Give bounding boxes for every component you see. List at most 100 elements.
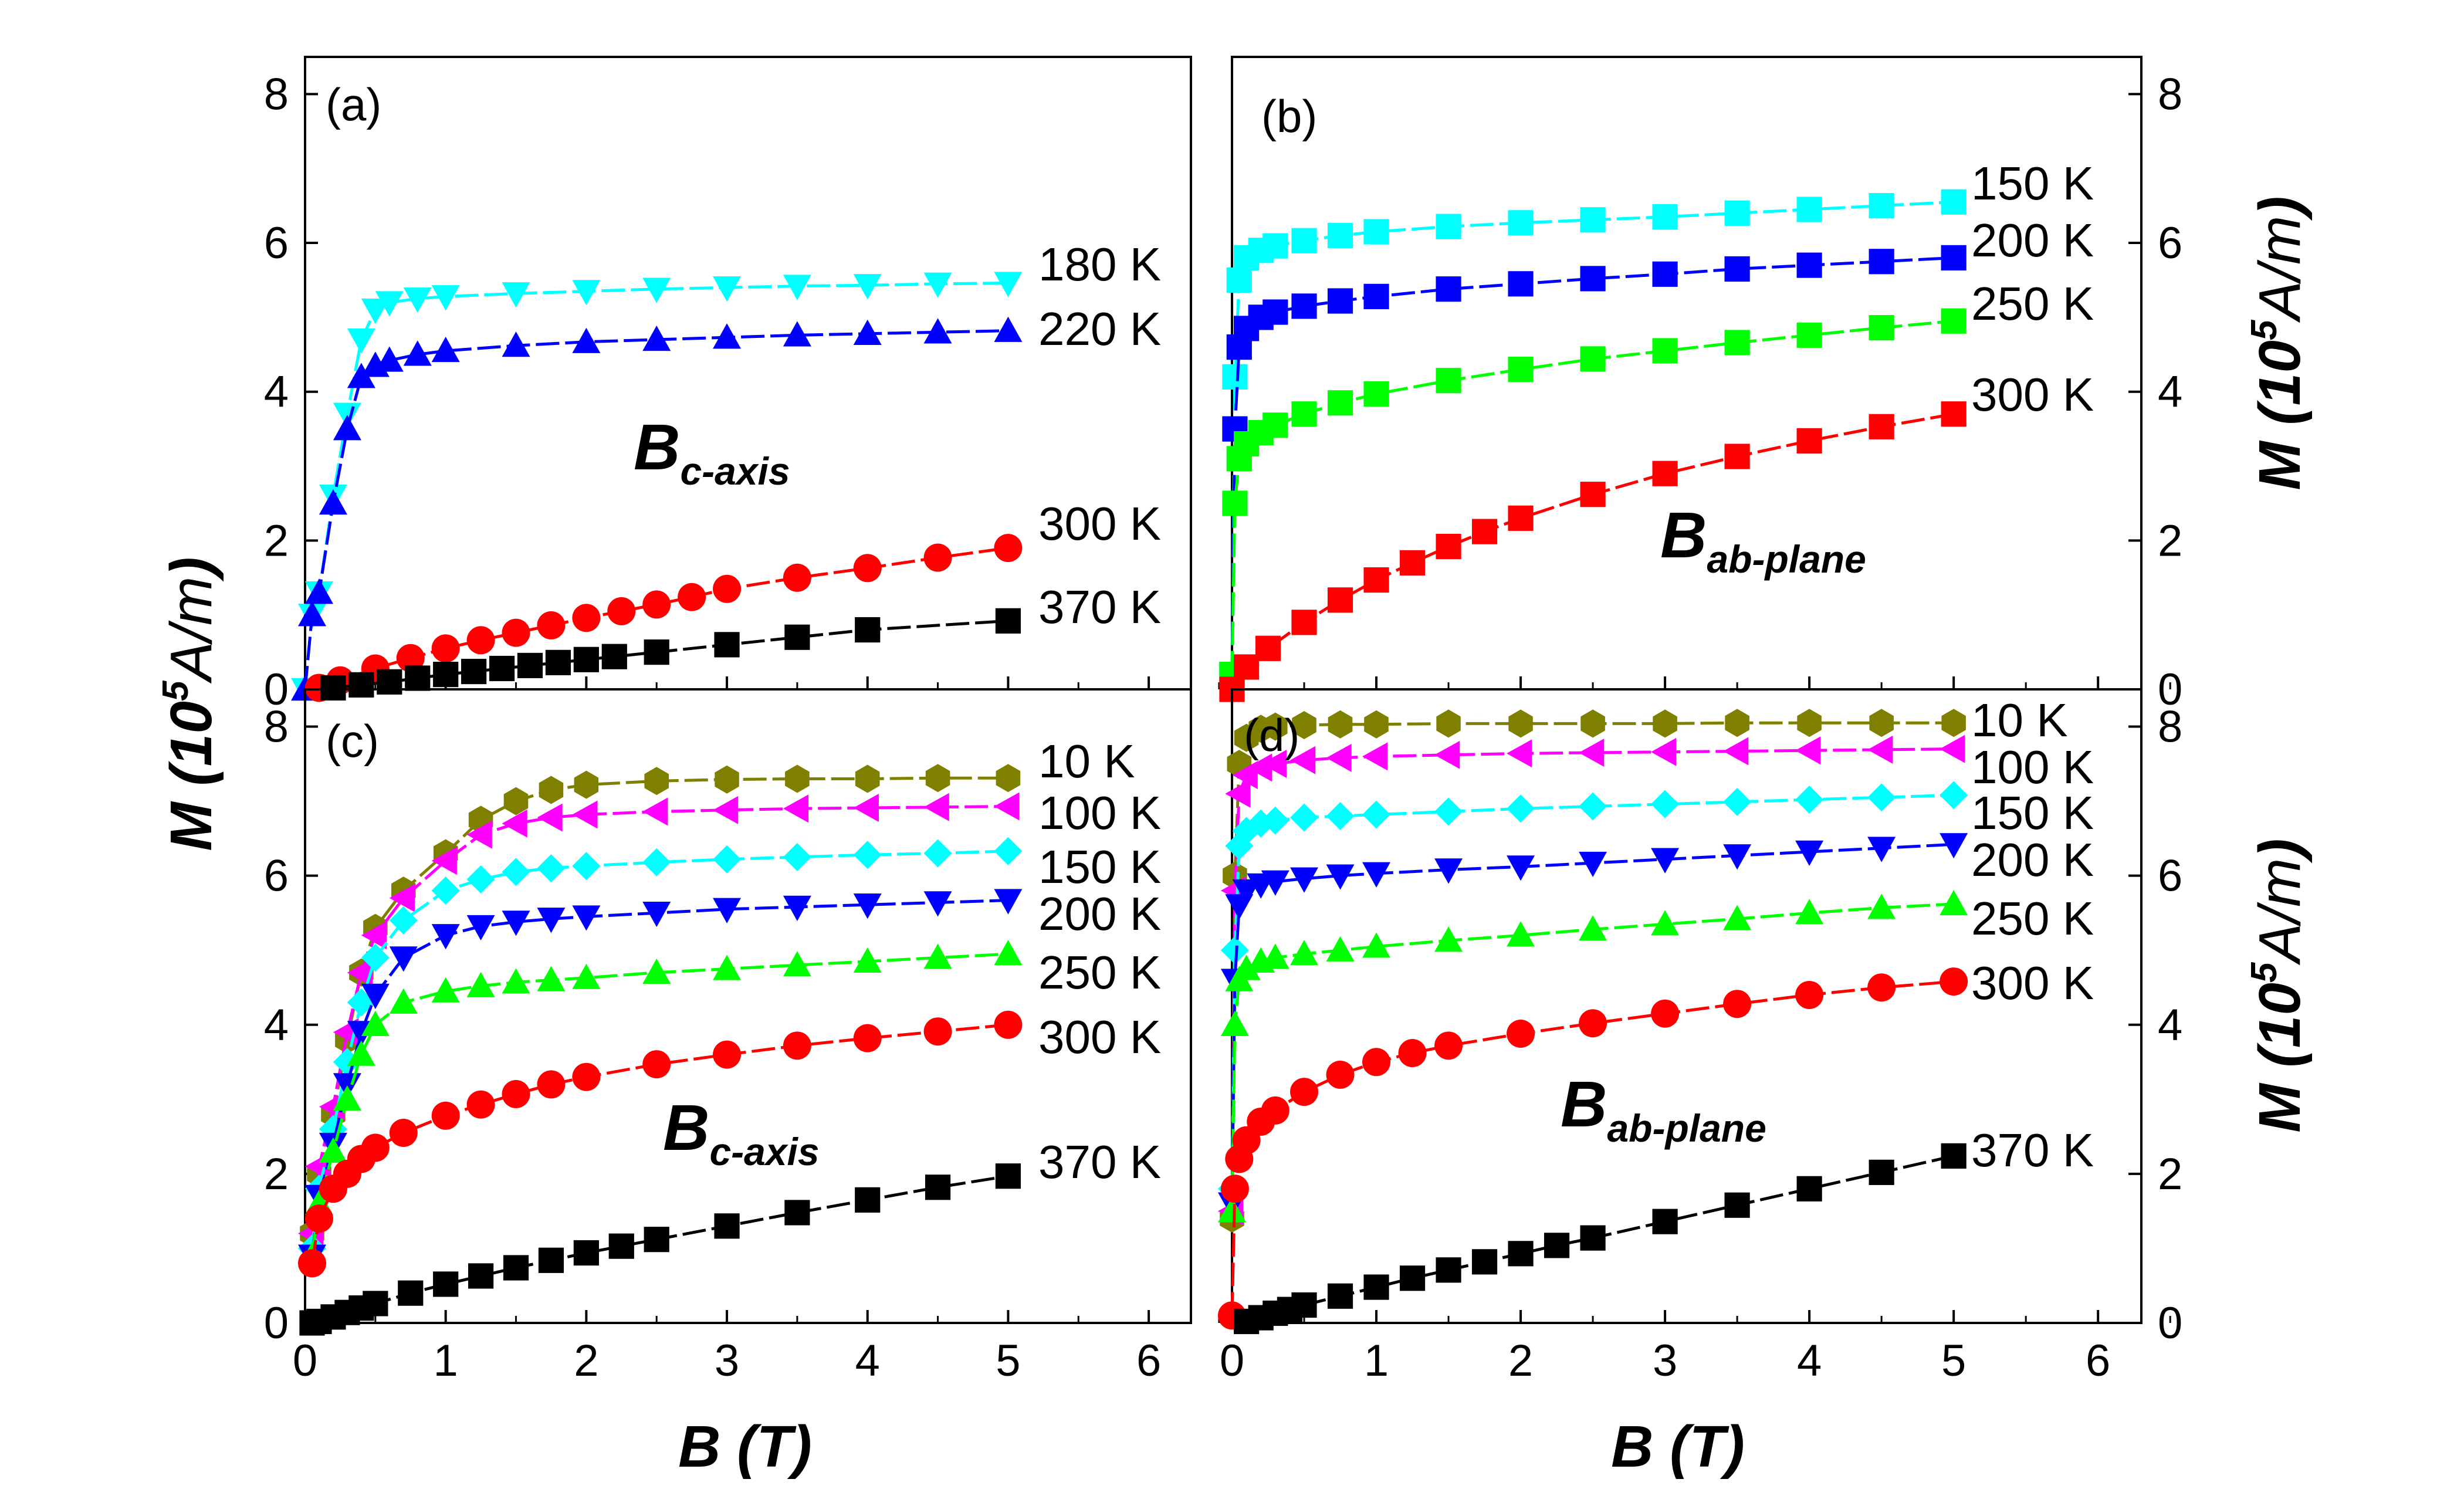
data-point-diamond bbox=[783, 842, 811, 871]
data-point-circle bbox=[642, 1050, 671, 1079]
data-point-square bbox=[855, 617, 881, 643]
annotation-main: B bbox=[1660, 499, 1707, 571]
data-point-triangle-left bbox=[1867, 735, 1893, 764]
data-point-triangle-down bbox=[642, 277, 671, 303]
data-point-square bbox=[1363, 219, 1389, 245]
y-tick-label: 6 bbox=[264, 218, 289, 268]
data-point-circle bbox=[466, 626, 495, 655]
data-point-triangle-left bbox=[502, 809, 527, 838]
data-point-circle bbox=[396, 644, 425, 672]
data-point-square bbox=[1796, 252, 1822, 278]
data-point-square bbox=[1652, 261, 1678, 287]
series-line bbox=[1230, 412, 1954, 691]
data-point-square bbox=[1941, 189, 1967, 215]
data-point-square bbox=[784, 624, 810, 650]
data-point-circle bbox=[678, 583, 706, 611]
data-point-triangle-up bbox=[1218, 1197, 1246, 1223]
x-tick-label: 2 bbox=[574, 1336, 598, 1386]
data-point-triangle-up bbox=[994, 940, 1023, 966]
series-label: 300 K bbox=[1971, 368, 2094, 421]
data-point-circle bbox=[572, 604, 601, 632]
data-point-square bbox=[1399, 1265, 1426, 1291]
data-point-circle bbox=[1326, 1060, 1355, 1089]
data-point-square bbox=[468, 1263, 494, 1289]
data-point-diamond bbox=[853, 841, 882, 869]
series-label: 10 K bbox=[1038, 735, 1135, 787]
data-point-triangle-up bbox=[361, 1010, 390, 1036]
series-label: 250 K bbox=[1038, 946, 1161, 999]
data-point-circle bbox=[297, 1249, 326, 1278]
x-tick-label: 4 bbox=[855, 1336, 880, 1386]
data-point-triangle-down bbox=[783, 275, 811, 300]
data-point-diamond bbox=[1579, 792, 1607, 821]
data-point-triangle-down bbox=[431, 285, 460, 311]
data-point-triangle-left bbox=[853, 794, 879, 823]
annotation-main: B bbox=[663, 1092, 709, 1164]
data-point-triangle-down bbox=[853, 893, 882, 919]
field-annotation: Bc-axis bbox=[634, 411, 790, 493]
y-tick-label: 6 bbox=[2158, 218, 2182, 268]
series-150k bbox=[1218, 781, 1968, 1203]
y-tick-label: 8 bbox=[264, 702, 289, 752]
data-point-hexagon bbox=[1292, 711, 1316, 739]
data-point-triangle-down bbox=[1579, 851, 1607, 878]
series-370k bbox=[299, 1163, 1021, 1336]
series-label: 370 K bbox=[1971, 1124, 2094, 1176]
series-line bbox=[310, 899, 1008, 1256]
series-370k bbox=[320, 608, 1021, 701]
data-point-triangle-left bbox=[389, 884, 415, 912]
data-point-square bbox=[1869, 414, 1894, 439]
data-point-diamond bbox=[713, 845, 742, 874]
data-point-triangle-left bbox=[1507, 739, 1532, 768]
data-point-diamond bbox=[537, 854, 566, 882]
data-point-diamond bbox=[572, 852, 601, 881]
data-point-triangle-down bbox=[1651, 848, 1680, 874]
series-line bbox=[333, 619, 1008, 689]
data-point-diamond bbox=[466, 865, 495, 893]
x-tick-label: 3 bbox=[1653, 1336, 1677, 1386]
data-point-triangle-up bbox=[537, 966, 566, 991]
data-point-hexagon bbox=[503, 787, 529, 815]
data-point-triangle-up bbox=[1232, 955, 1261, 980]
data-point-square bbox=[1941, 1143, 1967, 1169]
series-line bbox=[310, 952, 1008, 1256]
y-tick-label: 2 bbox=[264, 1149, 289, 1199]
x-axis-label-left: B (T) bbox=[678, 1414, 812, 1480]
data-point-square bbox=[1724, 444, 1750, 469]
data-point-triangle-up bbox=[431, 977, 460, 1003]
y-axis-label-right-bottom: M (105A/m) bbox=[2244, 838, 2313, 1132]
data-point-triangle-up bbox=[1362, 932, 1391, 958]
data-point-triangle-up bbox=[1507, 921, 1535, 947]
data-point-triangle-up bbox=[1261, 943, 1289, 969]
data-point-hexagon bbox=[1869, 709, 1894, 737]
data-point-square bbox=[1255, 635, 1281, 661]
data-point-triangle-down bbox=[361, 299, 390, 324]
data-point-square bbox=[433, 1271, 459, 1297]
data-point-triangle-up bbox=[319, 489, 347, 515]
series-line bbox=[303, 329, 1008, 690]
y-tick-label: 2 bbox=[2158, 1149, 2182, 1199]
data-point-triangle-up bbox=[923, 943, 952, 969]
data-point-square bbox=[545, 649, 571, 675]
data-point-diamond bbox=[1723, 787, 1752, 816]
data-point-triangle-up bbox=[1220, 1010, 1249, 1036]
data-point-square bbox=[1436, 368, 1461, 394]
data-point-triangle-up bbox=[1723, 905, 1752, 930]
data-point-square bbox=[714, 1213, 740, 1239]
data-point-square bbox=[1291, 401, 1317, 427]
data-point-square bbox=[1941, 308, 1967, 334]
data-point-square bbox=[489, 655, 515, 682]
data-point-square bbox=[1724, 200, 1750, 226]
data-point-triangle-up bbox=[853, 319, 882, 345]
y-tick-label: 4 bbox=[264, 1000, 289, 1050]
data-point-triangle-up bbox=[297, 601, 326, 627]
data-point-circle bbox=[1362, 1048, 1391, 1077]
y-tick-label: 0 bbox=[2158, 665, 2182, 715]
data-point-triangle-up bbox=[1795, 899, 1824, 925]
data-point-triangle-down bbox=[572, 905, 601, 931]
data-point-triangle-down bbox=[537, 908, 566, 933]
data-point-triangle-up bbox=[333, 1085, 361, 1111]
data-point-triangle-up bbox=[304, 578, 333, 604]
